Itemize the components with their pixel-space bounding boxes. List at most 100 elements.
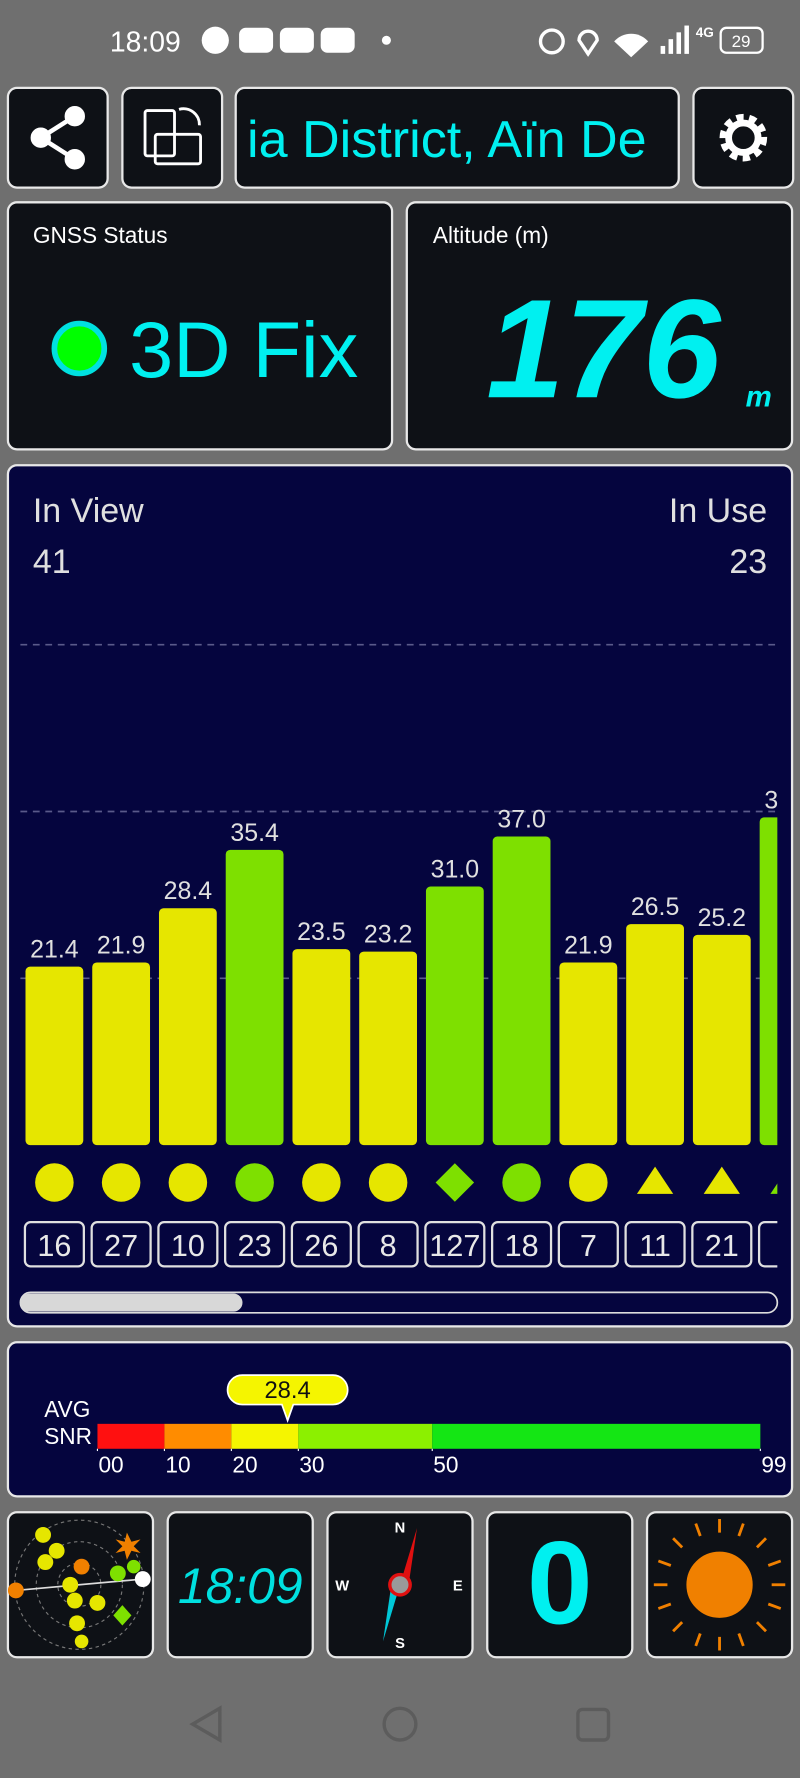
snr-bar <box>559 962 618 1146</box>
satellite-id-box <box>490 1221 553 1268</box>
in-view-label: In View <box>33 492 144 530</box>
satellite-id: 10 <box>171 1229 205 1263</box>
snr-tick-label: 00 <box>98 1452 123 1478</box>
constellation-marker <box>35 1163 74 1202</box>
satellite-id-box <box>224 1221 286 1268</box>
snr-segment <box>231 1423 299 1449</box>
bar-value-label: 21.9 <box>564 931 612 959</box>
constellation-marker <box>703 1166 740 1194</box>
satellite-id: 27 <box>104 1229 138 1263</box>
compass-n: N <box>395 1521 406 1537</box>
share-icon <box>30 105 85 170</box>
bar-value-label: 28.4 <box>164 877 213 905</box>
satellite-id: 8 <box>380 1229 397 1263</box>
satellite-id-box <box>357 1221 419 1268</box>
bar-value-label: 26.5 <box>631 893 679 921</box>
clock-widget[interactable] <box>166 1511 314 1659</box>
satellite-id: 23 <box>238 1229 272 1263</box>
snr-bar <box>425 886 484 1146</box>
snr-tick-label: 30 <box>299 1452 324 1478</box>
counter-value: 0 <box>527 1516 593 1648</box>
nav-back[interactable] <box>189 1705 222 1743</box>
snr-segment <box>432 1423 761 1449</box>
constellation-marker <box>636 1166 674 1194</box>
bar-value-label: 21.4 <box>30 936 79 964</box>
bar-chart: 21.4 16 21.9 27 28.4 10 35.4 23 23.5 26 23.2 8 31.0 1… <box>20 643 778 1268</box>
compass-e: E <box>453 1578 463 1594</box>
in-use-count: 23 <box>729 543 767 581</box>
satellite-id-box <box>757 1221 778 1268</box>
satellite-id: 127 <box>429 1229 480 1263</box>
rotate-button[interactable] <box>121 86 224 189</box>
constellation-marker <box>435 1163 475 1202</box>
snr-bar <box>492 836 551 1146</box>
snr-segment <box>97 1423 165 1449</box>
gnss-title: GNSS Status <box>33 222 168 248</box>
nav-home[interactable] <box>382 1706 418 1742</box>
bar-value-label: 23.2 <box>364 921 412 949</box>
location-box[interactable] <box>234 86 680 189</box>
constellation-marker <box>168 1163 208 1202</box>
satellite-id: 7 <box>580 1229 597 1263</box>
counter-widget[interactable] <box>486 1511 634 1659</box>
satellite-id-box <box>23 1221 85 1268</box>
snr-bar <box>225 849 284 1146</box>
rotate-icon <box>143 107 202 166</box>
snr-label-avg: AVG <box>44 1396 90 1422</box>
snr-marker <box>226 1374 349 1423</box>
gnss-card <box>6 201 394 451</box>
bar-value-label: 21.9 <box>97 931 145 959</box>
network-type: 4G <box>696 25 714 40</box>
snr-bar <box>25 966 84 1146</box>
snr-value: 28.4 <box>264 1377 310 1404</box>
snr-bar <box>759 817 778 1146</box>
snr-segment <box>164 1423 232 1449</box>
scrollbar-thumb[interactable] <box>20 1293 243 1312</box>
satellite-id: 18 <box>505 1229 539 1263</box>
altitude-unit: m <box>746 380 772 413</box>
satellite-id-box <box>157 1221 219 1268</box>
location-text: ia District, Aïn De <box>247 111 647 169</box>
nav-recent[interactable] <box>576 1707 611 1742</box>
in-use-label: In Use <box>669 492 767 530</box>
snr-tick-label: 10 <box>165 1452 190 1478</box>
constellation-marker <box>569 1163 608 1202</box>
snr-tick-label: 20 <box>232 1452 257 1478</box>
snr-bar <box>692 934 751 1146</box>
snr-label-snr: SNR <box>44 1423 92 1449</box>
constellation-marker <box>235 1163 274 1202</box>
altitude-title: Altitude (m) <box>433 222 549 248</box>
battery-level: 29 <box>732 32 751 51</box>
bar-value-label: 37.0 <box>497 805 545 833</box>
settings-button[interactable] <box>692 86 795 189</box>
fix-indicator <box>51 320 108 377</box>
satellite-id-box <box>290 1221 352 1268</box>
bar-value-label: 23.5 <box>297 918 345 946</box>
satellite-id-box <box>424 1221 486 1268</box>
bar-value-label: 25.2 <box>698 904 746 932</box>
constellation-marker <box>368 1163 408 1202</box>
snr-scale: 00 10 20 30 50 99 28.4 <box>96 1374 787 1478</box>
satellite-id: 26 <box>304 1229 338 1263</box>
altitude-card <box>405 201 794 451</box>
compass-s: S <box>395 1636 405 1652</box>
status-time: 18:09 <box>110 27 181 59</box>
snr-bar <box>292 949 351 1146</box>
settings-icon <box>719 113 768 162</box>
snr-tick-label: 99 <box>761 1452 786 1478</box>
clock-time: 18:09 <box>178 1558 303 1614</box>
bar-value-label: 31.0 <box>431 855 479 883</box>
satellite-id: 21 <box>705 1229 739 1263</box>
snr-tick-label: 50 <box>433 1452 458 1478</box>
satellite-id-box <box>624 1221 686 1268</box>
compass-w: W <box>335 1578 349 1594</box>
snr-bar <box>359 951 417 1146</box>
sun-icon <box>653 1519 786 1651</box>
altitude-value: 176 <box>486 270 721 427</box>
constellation-marker <box>302 1163 341 1202</box>
nav-bar <box>189 1705 611 1743</box>
share-button[interactable] <box>6 86 109 189</box>
gnss-fix: 3D Fix <box>129 305 358 394</box>
